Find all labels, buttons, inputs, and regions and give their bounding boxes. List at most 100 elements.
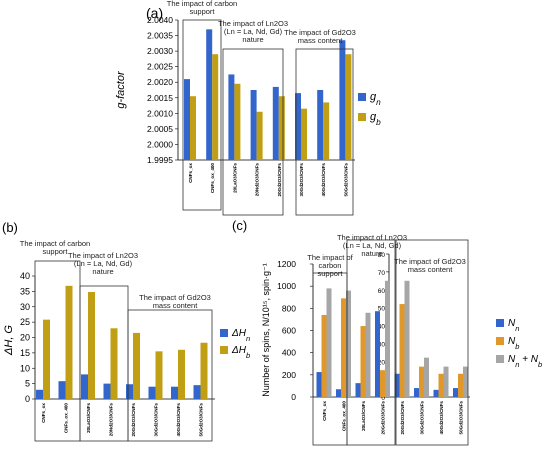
y-tick-label: 1000 <box>277 281 296 291</box>
annotation-text: The impact of Gd2O3 mass content <box>394 257 466 274</box>
bar <box>272 86 279 160</box>
y-tick-label: 2.0005 <box>147 124 173 134</box>
chart-panel-1: (a) g-factor 1.9995 2.0000 2.0005 2.0010 2.001… <box>115 5 381 216</box>
y-tick-label: 5 <box>25 379 30 389</box>
legend-subscript: b <box>376 118 381 127</box>
legend-entry: Nn + Nb <box>508 354 542 369</box>
x-tick-label: 30Gd2O3/CNFs <box>299 163 304 197</box>
bar <box>103 383 111 399</box>
legend-swatch <box>496 337 504 345</box>
annotation-line: The impact of Ln2O3 <box>218 19 288 28</box>
x-tick-label: 50Gd2O3/CNFs <box>343 163 348 197</box>
y-tick-label: 2.0025 <box>147 62 173 72</box>
y-tick-label: 0 <box>25 394 30 404</box>
bar <box>404 280 410 397</box>
x-tick-label: 20Gd2O3/CNFs <box>381 401 386 435</box>
bar <box>323 102 330 160</box>
annotation-line: (Ln = La, Nd, Gd) <box>343 241 402 250</box>
x-tick-label: 40Gd2O3/CNFs <box>321 163 326 197</box>
bar <box>171 386 178 399</box>
x-tick-label: 40Gd2O3/CNFs <box>176 403 181 437</box>
bar <box>339 40 346 160</box>
right-y-tick-label: 80 <box>378 252 386 259</box>
annotation-line: The impact of Ln2O3 <box>68 251 138 260</box>
legend-subscript: n <box>246 334 250 343</box>
panel-label: (c) <box>232 218 247 233</box>
bar <box>316 372 322 397</box>
x-tick-label: 30Gd2O3/CNFs <box>154 403 159 437</box>
bar <box>317 90 324 160</box>
annotation-box <box>182 19 222 211</box>
x-tick-label: CNFs_ox_400 <box>342 401 347 432</box>
annotation-text: The impact of Ln2O3 (Ln = La, Nd, Gd) natu… <box>337 233 407 258</box>
y-tick-label: 2.0030 <box>147 46 173 56</box>
legend-subscript: n <box>515 324 519 333</box>
annotation-line: (Ln = La, Nd, Gd) <box>224 27 283 36</box>
y-tick-label: 20 <box>20 333 30 343</box>
legend-text: N <box>508 354 516 365</box>
bar <box>438 373 444 397</box>
legend-entry: Nn <box>508 318 519 333</box>
x-tick-label: 20LaO3/CNFs <box>361 401 366 431</box>
annotation-box <box>222 48 284 216</box>
legend-swatch <box>496 319 504 327</box>
bar <box>424 357 429 397</box>
annotation-text: The impact of carbon support <box>20 239 90 256</box>
legend-subscript: n <box>515 360 519 369</box>
legend-swatch <box>220 346 228 354</box>
annotation-box <box>395 239 469 446</box>
annotation-line: The impact of Ln2O3 <box>337 233 407 242</box>
y-tick-label: 2.0015 <box>147 93 173 103</box>
y-tick-label: 1.9995 <box>147 155 173 165</box>
bar <box>336 389 341 397</box>
bar <box>295 93 301 160</box>
bar <box>155 351 163 399</box>
x-tick-label: 30Gd2O3/CNFs <box>420 401 425 435</box>
annotation-line: carbon <box>319 261 342 270</box>
annotation-box <box>127 309 213 442</box>
right-y-tick-label: 70 <box>378 270 386 277</box>
legend-text: N <box>508 336 516 347</box>
x-tick-label: 40Gd2O3/CNFs <box>439 401 444 435</box>
legend-subscript: b <box>246 351 250 360</box>
annotation-line: nature <box>242 35 263 44</box>
y-tick-label: 2.0010 <box>147 108 173 118</box>
x-tick-label: CNFs_ox_400 <box>64 403 69 434</box>
x-tick-label: 20Gd2O3/CNFs <box>400 401 405 435</box>
annotation-line: support <box>317 269 343 278</box>
bar <box>184 79 190 160</box>
annotation-line: support <box>42 247 68 256</box>
legend-swatch <box>358 113 366 121</box>
bar <box>126 384 133 399</box>
annotation-line: support <box>189 7 215 16</box>
annotation-line: mass content <box>408 265 454 274</box>
right-y-tick-label: 30 <box>378 341 386 348</box>
right-y-tick-label: 0 <box>381 395 385 402</box>
y-tick-label: 600 <box>282 326 296 336</box>
bar <box>43 319 50 399</box>
bar <box>256 111 263 160</box>
x-tick-label: 20Nd2O3/CNFs <box>109 403 114 437</box>
chart-panel-3: (c)Number of spins, N/10¹⁵, spin·g⁻¹0200… <box>232 218 542 446</box>
x-tick-label: 20LaO3/CNFs <box>86 403 91 433</box>
annotation-line: (Ln = La, Nd, Gd) <box>74 259 133 268</box>
y-tick-label: 35 <box>20 286 30 296</box>
right-y-tick-label: 40 <box>378 324 386 331</box>
annotation-box <box>295 48 354 216</box>
right-y-tick-label: 60 <box>378 288 386 295</box>
bar <box>345 54 352 160</box>
x-tick-label: CNFs_ox <box>322 401 327 421</box>
right-y-tick-label: 50 <box>378 306 386 313</box>
y-tick-label: 30 <box>20 302 30 312</box>
bar <box>110 328 118 399</box>
x-tick-label: 50Gd2O3/CNFs <box>459 401 464 435</box>
annotation-text: The impact of Ln2O3 (Ln = La, Nd, Gd) natu… <box>68 251 138 276</box>
bar <box>193 385 201 399</box>
legend-subscript: b <box>515 342 519 351</box>
bar <box>346 290 351 397</box>
bar <box>200 342 208 399</box>
bar <box>133 332 140 399</box>
legend-text: + N <box>519 354 538 365</box>
annotation-line: nature <box>361 249 382 258</box>
annotation-line: mass content <box>298 36 344 45</box>
